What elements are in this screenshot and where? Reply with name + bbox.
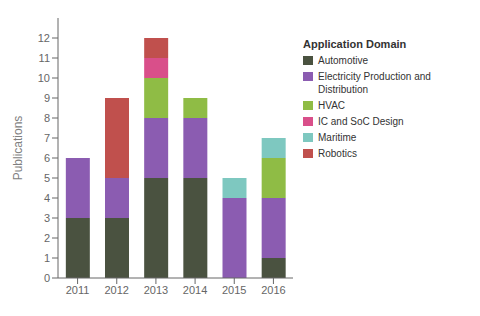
svg-text:11: 11 [39, 52, 50, 64]
svg-text:10: 10 [38, 72, 50, 84]
svg-text:2015: 2015 [222, 284, 246, 296]
svg-text:9: 9 [44, 92, 50, 104]
html-text:IC and SoC Design: IC and SoC Design [318, 116, 404, 127]
svg-text:2: 2 [44, 232, 50, 244]
html-text:HVAC: HVAC [318, 100, 345, 111]
svg-text:5: 5 [44, 172, 50, 184]
html-text:Electricity Production and Dis: Electricity Production and Distribution [318, 71, 431, 95]
svg-text:2016: 2016 [261, 284, 285, 296]
svg-text:1: 1 [44, 252, 50, 264]
svg-text:2011: 2011 [66, 284, 90, 296]
html-text:Application Domain: Application Domain [303, 38, 407, 50]
svg-text:2014: 2014 [183, 284, 207, 296]
html-text:Maritime: Maritime [318, 132, 357, 143]
svg-text:6: 6 [44, 152, 50, 164]
svg-text:12: 12 [38, 32, 50, 44]
svg-text:8: 8 [44, 112, 50, 124]
svg-text:2013: 2013 [144, 284, 168, 296]
html-text:Automotive: Automotive [318, 55, 368, 66]
svg-text:0: 0 [44, 272, 50, 284]
svg-text:2012: 2012 [105, 284, 129, 296]
svg-text:Publications: Publications [11, 116, 25, 181]
svg-text:4: 4 [44, 192, 50, 204]
html-text:Robotics: Robotics [318, 148, 357, 159]
svg-text:3: 3 [44, 212, 50, 224]
svg-text:7: 7 [44, 132, 50, 144]
